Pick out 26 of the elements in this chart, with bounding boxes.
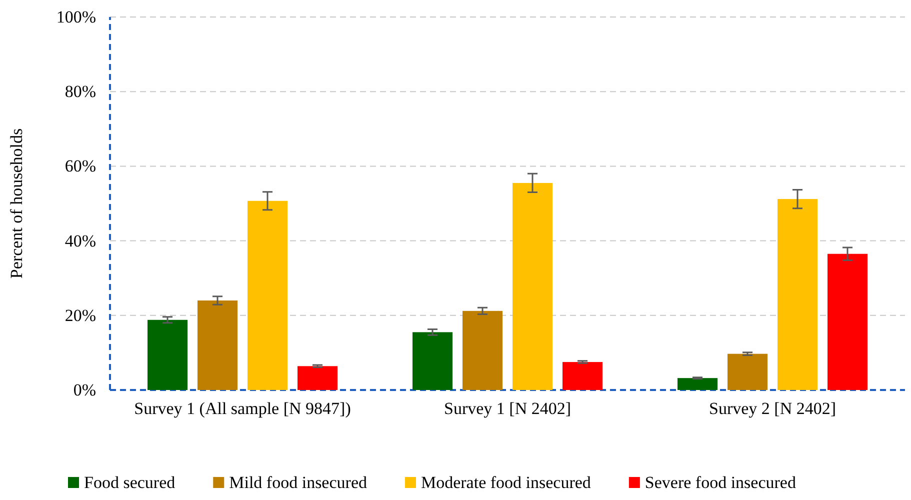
legend-label: Moderate food insecured [420,473,592,492]
y-tick-label: 100% [56,7,96,26]
bar [298,366,338,390]
x-tick-label: Survey 2 [N 2402] [708,399,836,418]
bar [778,199,818,390]
y-tick-label: 0% [73,380,96,400]
bar [148,320,188,390]
legend-label: Severe food insecured [644,473,796,492]
y-tick-label: 40% [64,231,96,250]
bar [248,200,288,390]
y-tick-label: 60% [64,156,96,176]
bar [562,362,602,390]
x-tick-label: Survey 1 (All sample [N 9847]) [134,399,351,418]
bar [728,354,768,390]
legend-label: Mild food insecured [229,473,368,492]
bar [678,378,718,390]
x-tick-label: Survey 1 [N 2402] [444,399,572,418]
legend-label: Food secured [84,473,176,492]
y-tick-label: 20% [64,306,96,325]
bar [462,310,502,390]
bar [512,182,552,390]
bar [828,254,868,390]
bar [412,332,452,390]
bar [198,300,238,390]
y-tick-label: 80% [64,82,96,102]
y-axis-title: Percent of households [7,128,26,279]
